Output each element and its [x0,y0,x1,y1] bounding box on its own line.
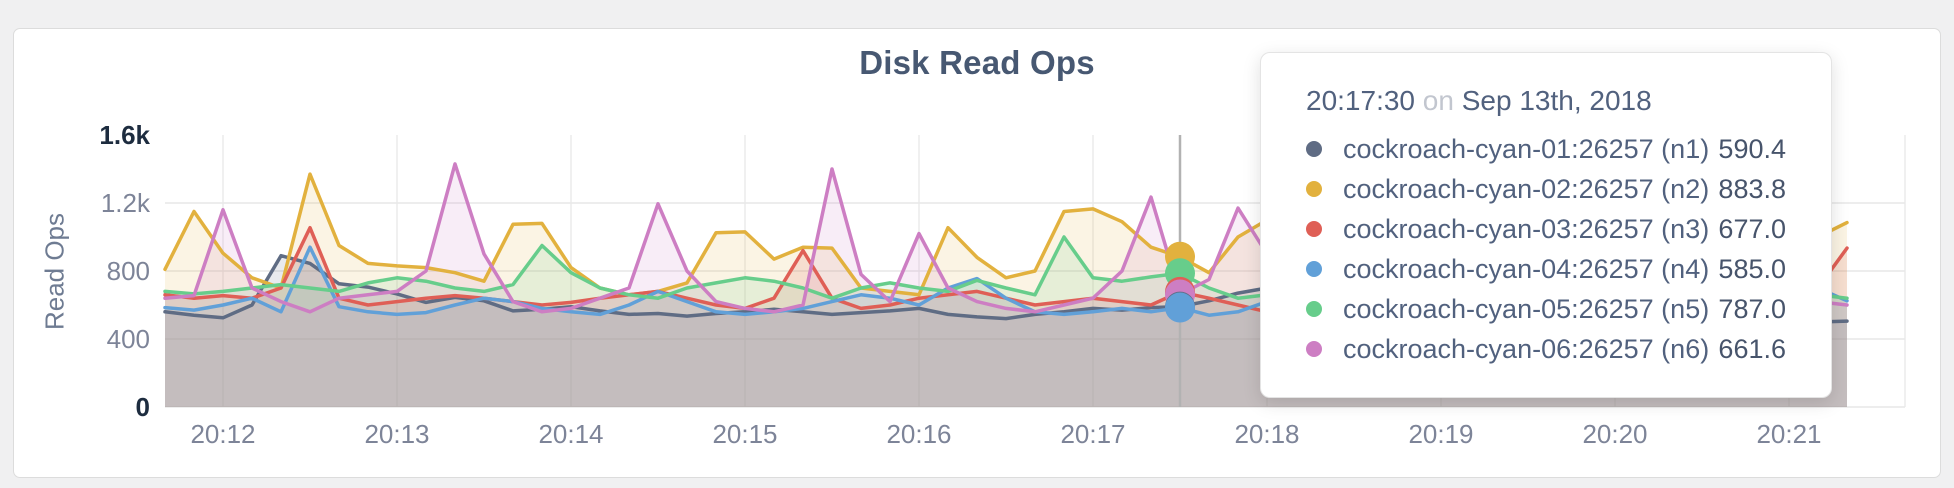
tooltip-series-name: cockroach-cyan-04:26257 (n4) [1343,253,1710,284]
series-color-dot-icon [1306,181,1322,197]
tooltip-row: cockroach-cyan-05:26257 (n5) 787.0 [1306,289,1786,329]
series-color-dot-icon [1306,301,1322,317]
y-tick-label: 0 [136,392,150,422]
tooltip-series-value: 590.4 [1718,133,1786,164]
tooltip-series-value: 585.0 [1718,253,1786,284]
tooltip-series-name: cockroach-cyan-05:26257 (n5) [1343,293,1710,324]
tooltip-series-value: 883.8 [1718,173,1786,204]
y-tick-label: 1.6k [99,120,150,150]
tooltip-series-name: cockroach-cyan-02:26257 (n2) [1343,173,1710,204]
tooltip-header: 20:17:30 on Sep 13th, 2018 [1306,85,1786,117]
tooltip-conjunction: on [1422,85,1454,116]
tooltip-row: cockroach-cyan-01:26257 (n1) 590.4 [1306,129,1786,169]
series-color-dot-icon [1306,141,1322,157]
x-tick-label: 20:13 [364,419,429,449]
x-tick-label: 20:20 [1582,419,1647,449]
hover-dot [1165,292,1195,323]
series-color-dot-icon [1306,341,1322,357]
x-tick-label: 20:19 [1408,419,1473,449]
series-color-dot-icon [1306,261,1322,277]
tooltip-series-value: 661.6 [1718,333,1786,364]
x-tick-label: 20:15 [712,419,777,449]
x-tick-label: 20:12 [190,419,255,449]
x-tick-label: 20:18 [1234,419,1299,449]
y-tick-label: 400 [107,324,150,354]
tooltip-series-name: cockroach-cyan-06:26257 (n6) [1343,333,1710,364]
tooltip-date: Sep 13th, 2018 [1461,85,1652,116]
tooltip-row: cockroach-cyan-04:26257 (n4) 585.0 [1306,249,1786,289]
chart-title: Disk Read Ops [859,44,1095,81]
tooltip-time: 20:17:30 [1306,85,1415,116]
x-tick-label: 20:21 [1756,419,1821,449]
y-axis-label: Read Ops [39,212,70,331]
tooltip-series-list: cockroach-cyan-01:26257 (n1) 590.4 cockroa… [1306,129,1786,369]
tooltip-series-name: cockroach-cyan-01:26257 (n1) [1343,133,1710,164]
x-tick-label: 20:14 [538,419,603,449]
y-tick-label: 1.2k [101,188,151,218]
chart-tooltip: 20:17:30 on Sep 13th, 2018 cockroach-cya… [1260,52,1832,398]
x-tick-label: 20:16 [886,419,951,449]
tooltip-series-value: 677.0 [1718,213,1786,244]
tooltip-row: cockroach-cyan-03:26257 (n3) 677.0 [1306,209,1786,249]
tooltip-row: cockroach-cyan-06:26257 (n6) 661.6 [1306,329,1786,369]
x-tick-label: 20:17 [1060,419,1125,449]
tooltip-row: cockroach-cyan-02:26257 (n2) 883.8 [1306,169,1786,209]
y-tick-label: 800 [107,256,150,286]
tooltip-series-value: 787.0 [1718,293,1786,324]
series-color-dot-icon [1306,221,1322,237]
tooltip-series-name: cockroach-cyan-03:26257 (n3) [1343,213,1710,244]
